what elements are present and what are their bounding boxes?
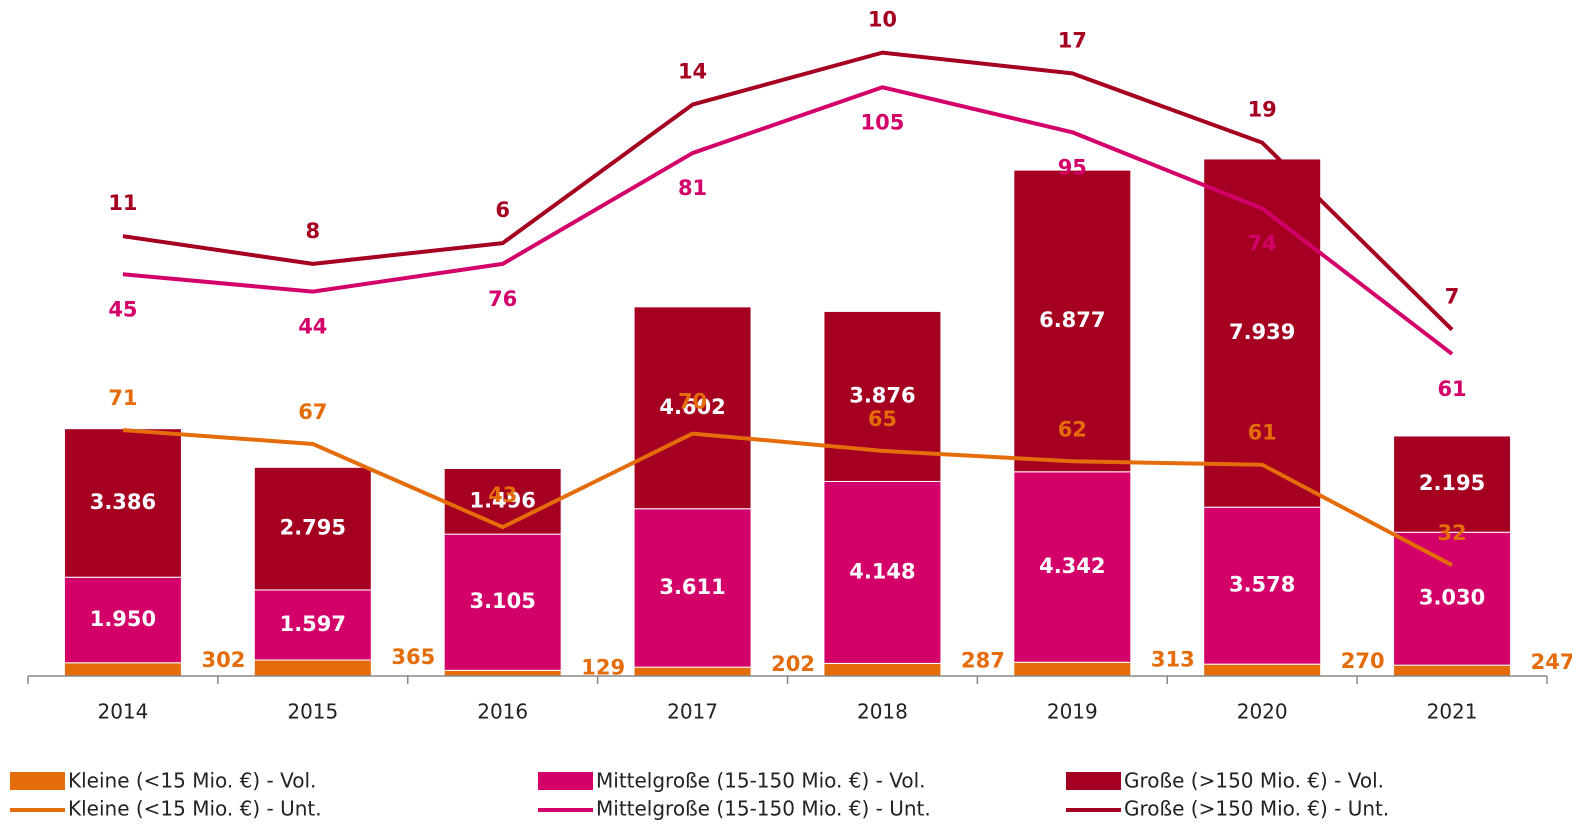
line-label: 11 — [108, 191, 137, 215]
bar — [633, 508, 752, 668]
x-tick-label: 2016 — [477, 700, 528, 724]
bar — [1203, 506, 1322, 665]
bar-label: 3.105 — [469, 589, 535, 613]
line-label: 14 — [678, 60, 707, 84]
bar — [1013, 661, 1132, 677]
line-label: 8 — [306, 219, 321, 243]
bar-label: 4.602 — [659, 395, 725, 419]
bar-label: 2.195 — [1419, 471, 1485, 495]
bar-label: 270 — [1341, 649, 1385, 673]
bar-label: 287 — [961, 648, 1005, 672]
bar-label: 3.578 — [1229, 573, 1295, 597]
line-label: 32 — [1437, 521, 1466, 545]
bar-label: 3.611 — [659, 575, 725, 599]
x-tick-label: 2015 — [287, 700, 338, 724]
line-label: 76 — [488, 287, 517, 311]
bar — [1393, 531, 1512, 666]
bar-label: 3.030 — [1419, 586, 1485, 610]
line-label: 71 — [108, 386, 137, 410]
bar — [443, 669, 562, 677]
bar — [633, 666, 752, 677]
line-label: 95 — [1058, 155, 1087, 179]
legend-label: Große (>150 Mio. €) - Vol. — [1124, 769, 1384, 793]
legend-label: Kleine (<15 Mio. €) - Unt. — [68, 797, 322, 821]
bar — [63, 576, 182, 664]
bar-label: 4.148 — [849, 559, 915, 583]
bar-label: 302 — [202, 648, 246, 672]
line-label: 81 — [678, 176, 707, 200]
bar-label: 202 — [771, 652, 815, 676]
line-label: 65 — [868, 407, 897, 431]
bar-label: 313 — [1151, 647, 1195, 671]
legend-swatch — [538, 772, 593, 790]
legend-label: Mittelgroße (15-150 Mio. €) - Vol. — [596, 769, 925, 793]
line — [122, 50, 1454, 332]
bar — [63, 662, 182, 677]
legend-label: Mittelgroße (15-150 Mio. €) - Unt. — [596, 797, 931, 821]
x-tick-label: 2017 — [667, 700, 718, 724]
bar — [633, 306, 752, 510]
bar — [1013, 471, 1132, 663]
bar-label: 1.496 — [469, 488, 535, 512]
line — [122, 85, 1454, 356]
bar — [443, 468, 562, 535]
bar-label: 3.386 — [90, 490, 156, 514]
line-label: 62 — [1058, 417, 1087, 441]
line-label: 43 — [488, 483, 517, 507]
bar-label: 7.939 — [1229, 320, 1295, 344]
bar — [253, 659, 372, 677]
bar-label: 365 — [391, 645, 435, 669]
bar — [63, 428, 182, 578]
bar — [823, 662, 942, 677]
legend-label: Große (>150 Mio. €) - Unt. — [1124, 797, 1389, 821]
line-label: 44 — [298, 315, 327, 339]
bar — [1393, 664, 1512, 677]
bar — [1013, 169, 1132, 473]
line-label: 61 — [1248, 421, 1277, 445]
line-label: 45 — [108, 297, 137, 321]
bar — [823, 480, 942, 664]
line-label: 70 — [678, 390, 707, 414]
line-label: 7 — [1445, 285, 1460, 309]
line-label: 105 — [861, 110, 905, 134]
x-tick-label: 2020 — [1237, 700, 1288, 724]
line — [122, 428, 1453, 567]
bar-label: 6.877 — [1039, 308, 1105, 332]
legend-swatch — [10, 772, 65, 790]
line-label: 61 — [1437, 377, 1466, 401]
bar — [1393, 435, 1512, 533]
line-label: 74 — [1248, 231, 1277, 255]
legend-swatch — [1066, 772, 1121, 790]
bar-label: 1.950 — [90, 607, 156, 631]
line-label: 67 — [298, 400, 327, 424]
bar-label: 2.795 — [280, 516, 346, 540]
x-tick-label: 2018 — [857, 700, 908, 724]
line-label: 10 — [868, 8, 897, 32]
line-label: 6 — [495, 198, 510, 222]
bar-label: 4.342 — [1039, 554, 1105, 578]
bar — [1203, 158, 1322, 508]
bar-label: 247 — [1531, 650, 1572, 674]
line-label: 19 — [1248, 98, 1277, 122]
x-tick-label: 2014 — [97, 700, 148, 724]
legend-label: Kleine (<15 Mio. €) - Vol. — [68, 769, 316, 793]
x-tick-label: 2019 — [1047, 700, 1098, 724]
bar-label: 1.597 — [280, 612, 346, 636]
bar — [253, 466, 372, 591]
line-label: 17 — [1058, 28, 1087, 52]
x-tick-label: 2021 — [1427, 700, 1478, 724]
bar-label: 3.876 — [849, 383, 915, 407]
bar — [443, 533, 562, 671]
bar — [1203, 663, 1322, 677]
